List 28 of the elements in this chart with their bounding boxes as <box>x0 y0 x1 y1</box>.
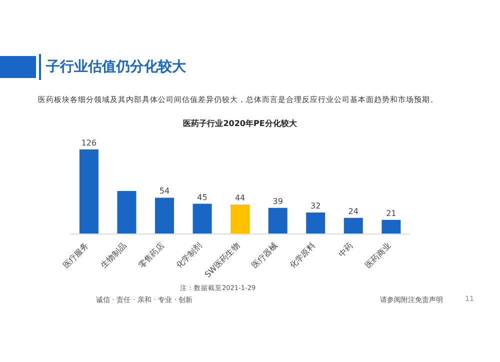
data-label: 21 <box>386 208 396 218</box>
data-label: 32 <box>310 202 321 211</box>
bar <box>192 204 212 234</box>
bar <box>382 220 401 234</box>
x-tick-label: 化学制剂 <box>174 241 204 270</box>
bar <box>344 218 363 234</box>
x-tick-label: 零售药店 <box>136 241 166 270</box>
x-tick-label: 医疗服务 <box>61 241 90 270</box>
x-tick-label: 生物制品 <box>99 241 128 270</box>
data-label: 126 <box>81 138 97 148</box>
data-label: 45 <box>197 192 208 202</box>
bar <box>306 212 326 234</box>
data-label: 54 <box>159 186 170 196</box>
bar <box>268 208 288 234</box>
bar <box>79 149 98 234</box>
bar <box>230 204 250 234</box>
chart-title: 医药子行业2020年PE分化较大 <box>182 118 298 129</box>
data-label: 24 <box>348 206 358 216</box>
data-label: 39 <box>272 196 283 206</box>
x-tick-label: 医疗器械 <box>250 241 280 270</box>
x-tick-label: SW医药生物 <box>203 241 242 280</box>
x-tick-label: 化学原料 <box>288 241 317 270</box>
bar <box>155 198 174 234</box>
data-label: 44 <box>234 193 246 202</box>
bar <box>117 191 136 234</box>
x-tick-label: 医药商业 <box>364 241 393 270</box>
x-tick-label: 中药 <box>337 241 355 259</box>
text: 子行业估值仍分化较大 <box>46 58 186 76</box>
